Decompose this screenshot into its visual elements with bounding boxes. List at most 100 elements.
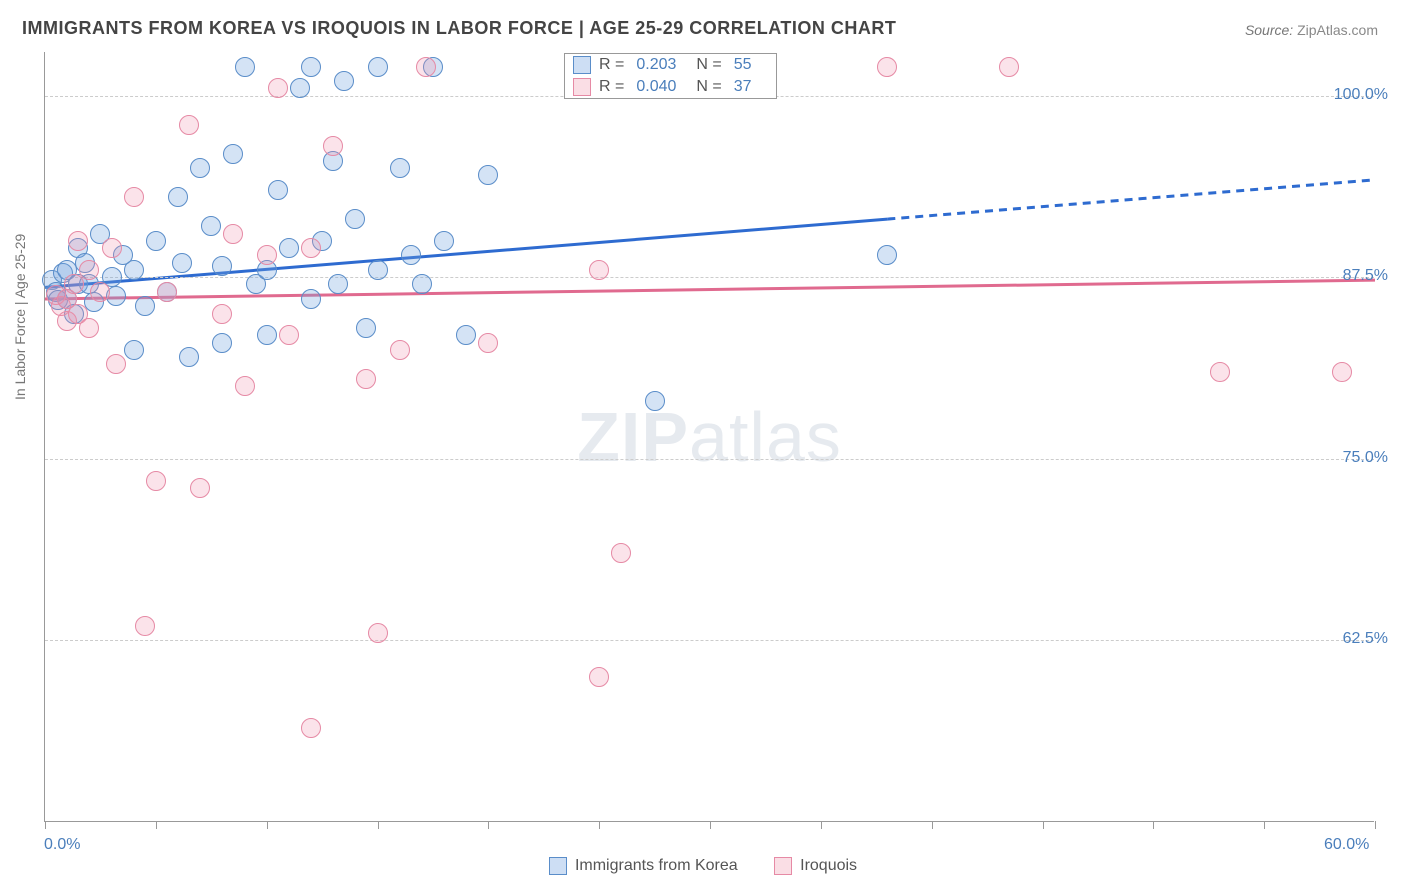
x-tick	[932, 821, 933, 829]
data-point-korea	[301, 289, 321, 309]
x-tick	[488, 821, 489, 829]
legend-row-iroquois: R = 0.040 N = 37	[565, 76, 776, 98]
data-point-korea	[168, 187, 188, 207]
data-point-korea	[201, 216, 221, 236]
y-tick-label: 100.0%	[1334, 86, 1388, 104]
data-point-korea	[212, 256, 232, 276]
x-tick	[1153, 821, 1154, 829]
data-point-korea	[390, 158, 410, 178]
trend-lines	[45, 52, 1375, 822]
data-point-iroquois	[102, 238, 122, 258]
data-point-iroquois	[64, 274, 84, 294]
x-tick	[1264, 821, 1265, 829]
data-point-iroquois	[301, 718, 321, 738]
x-tick	[156, 821, 157, 829]
data-point-iroquois	[416, 57, 436, 77]
data-point-korea	[124, 340, 144, 360]
data-point-iroquois	[79, 318, 99, 338]
data-point-korea	[179, 347, 199, 367]
data-point-iroquois	[368, 623, 388, 643]
watermark: ZIPatlas	[577, 397, 842, 477]
data-point-korea	[212, 333, 232, 353]
data-point-korea	[412, 274, 432, 294]
data-point-iroquois	[106, 354, 126, 374]
data-point-korea	[279, 238, 299, 258]
data-point-korea	[235, 57, 255, 77]
data-point-korea	[456, 325, 476, 345]
data-point-iroquois	[190, 478, 210, 498]
data-point-iroquois	[179, 115, 199, 135]
watermark-rest: atlas	[689, 398, 842, 476]
data-point-korea	[345, 209, 365, 229]
gridline-h	[45, 640, 1374, 641]
data-point-iroquois	[157, 282, 177, 302]
data-point-iroquois	[90, 282, 110, 302]
data-point-iroquois	[279, 325, 299, 345]
data-point-iroquois	[79, 260, 99, 280]
data-point-iroquois	[268, 78, 288, 98]
legend-r-korea: 0.203	[636, 56, 676, 74]
legend-n-label: N =	[696, 78, 721, 96]
swatch-iroquois	[573, 78, 591, 96]
data-point-korea	[356, 318, 376, 338]
source-value: ZipAtlas.com	[1297, 22, 1378, 38]
data-point-iroquois	[301, 238, 321, 258]
data-point-iroquois	[135, 616, 155, 636]
trendline-korea-dashed	[887, 180, 1375, 219]
data-point-iroquois	[1332, 362, 1352, 382]
legend-r-label: R =	[599, 78, 624, 96]
data-point-korea	[257, 325, 277, 345]
data-point-korea	[124, 260, 144, 280]
chart-source: Source: ZipAtlas.com	[1245, 22, 1378, 38]
x-tick	[1043, 821, 1044, 829]
gridline-h	[45, 277, 1374, 278]
x-tick	[378, 821, 379, 829]
legend-item-korea: Immigrants from Korea	[549, 857, 738, 875]
data-point-iroquois	[323, 136, 343, 156]
x-tick-label: 0.0%	[44, 836, 80, 854]
data-point-korea	[301, 57, 321, 77]
data-point-iroquois	[68, 231, 88, 251]
data-point-korea	[368, 57, 388, 77]
data-point-iroquois	[212, 304, 232, 324]
legend-correlation: R = 0.203 N = 55 R = 0.040 N = 37	[564, 53, 777, 99]
data-point-iroquois	[235, 376, 255, 396]
data-point-korea	[401, 245, 421, 265]
data-point-iroquois	[999, 57, 1019, 77]
legend-row-korea: R = 0.203 N = 55	[565, 54, 776, 76]
data-point-iroquois	[223, 224, 243, 244]
legend-series: Immigrants from Korea Iroquois	[0, 857, 1406, 880]
data-point-korea	[877, 245, 897, 265]
data-point-iroquois	[1210, 362, 1230, 382]
swatch-iroquois	[774, 857, 792, 875]
data-point-korea	[135, 296, 155, 316]
trendline-iroquois	[45, 280, 1375, 299]
x-tick	[1375, 821, 1376, 829]
legend-r-label: R =	[599, 56, 624, 74]
data-point-iroquois	[257, 245, 277, 265]
data-point-korea	[334, 71, 354, 91]
x-tick	[599, 821, 600, 829]
x-tick-label: 60.0%	[1324, 836, 1369, 854]
scatter-plot: ZIPatlas	[44, 52, 1374, 822]
data-point-korea	[290, 78, 310, 98]
legend-n-label: N =	[696, 56, 721, 74]
x-tick	[45, 821, 46, 829]
legend-item-iroquois: Iroquois	[774, 857, 857, 875]
data-point-iroquois	[877, 57, 897, 77]
chart-title: IMMIGRANTS FROM KOREA VS IROQUOIS IN LAB…	[22, 18, 896, 39]
data-point-iroquois	[146, 471, 166, 491]
data-point-korea	[268, 180, 288, 200]
data-point-iroquois	[589, 260, 609, 280]
x-tick	[267, 821, 268, 829]
data-point-korea	[223, 144, 243, 164]
legend-label-korea: Immigrants from Korea	[575, 857, 738, 875]
source-label: Source:	[1245, 22, 1293, 38]
legend-n-iroquois: 37	[734, 78, 752, 96]
watermark-bold: ZIP	[577, 398, 689, 476]
data-point-iroquois	[478, 333, 498, 353]
data-point-iroquois	[611, 543, 631, 563]
legend-n-korea: 55	[734, 56, 752, 74]
data-point-korea	[645, 391, 665, 411]
gridline-h	[45, 459, 1374, 460]
